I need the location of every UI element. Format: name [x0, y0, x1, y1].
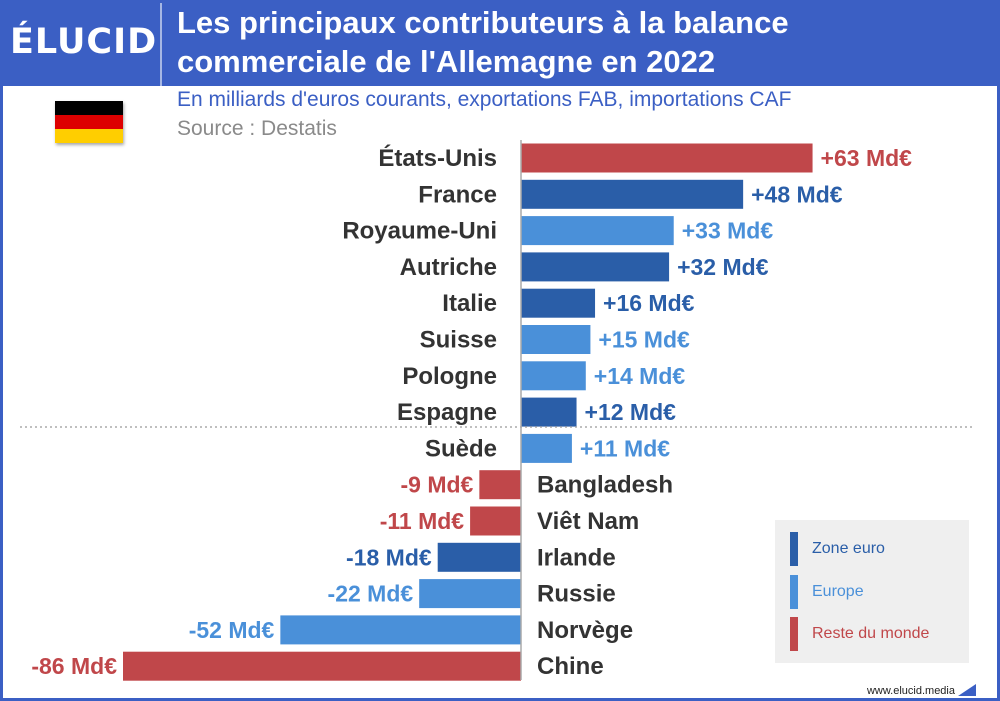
data-label: +33 Md€ — [682, 218, 774, 244]
category-label: Italie — [442, 290, 497, 317]
legend-label: Europe — [812, 583, 864, 600]
category-label: Pologne — [402, 363, 497, 390]
chart-subtitle: En milliards d'euros courants, exportati… — [177, 88, 792, 111]
category-label: Norvège — [537, 617, 633, 644]
bar — [521, 143, 813, 173]
category-label: Russie — [537, 581, 616, 608]
legend-swatch-europe — [790, 575, 798, 609]
bar — [521, 433, 572, 463]
data-label: +16 Md€ — [603, 290, 695, 316]
bar — [521, 179, 744, 209]
chart-source: Source : Destatis — [177, 117, 337, 140]
data-label: -9 Md€ — [401, 472, 474, 498]
logo-divider — [160, 0, 162, 86]
category-label: Suisse — [420, 327, 497, 354]
data-label: +11 Md€ — [580, 435, 670, 461]
data-label: -18 Md€ — [346, 544, 432, 570]
bar — [521, 216, 674, 246]
data-label: +15 Md€ — [598, 327, 690, 353]
bar — [521, 397, 577, 427]
category-label: Royaume-Uni — [342, 218, 497, 245]
category-label: Chine — [537, 653, 604, 680]
data-label: -11 Md€ — [380, 508, 465, 534]
bar — [521, 325, 591, 354]
legend-label: Reste du monde — [812, 625, 930, 642]
legend-swatch-zone-euro — [790, 532, 798, 566]
data-label: +32 Md€ — [677, 254, 769, 280]
bar — [479, 470, 521, 500]
bar — [280, 615, 521, 645]
title-line-2: commerciale de l'Allemagne en 2022 — [177, 44, 716, 79]
legend-swatch-reste-du-monde — [790, 617, 798, 651]
bar — [521, 252, 670, 282]
data-label: +48 Md€ — [751, 181, 843, 207]
category-label: Autriche — [400, 254, 497, 281]
data-label: +14 Md€ — [594, 363, 686, 389]
bar — [123, 651, 521, 681]
bar — [521, 361, 586, 391]
data-label: -52 Md€ — [189, 617, 275, 643]
germany-flag-icon — [55, 101, 123, 143]
chart-legend: Zone euro Europe Reste du monde — [775, 520, 969, 663]
category-label: France — [418, 181, 497, 208]
category-label: Irlande — [537, 544, 616, 571]
elucid-logo: ÉLUCID — [10, 22, 158, 62]
header-banner: ÉLUCID Les principaux contributeurs à la… — [0, 0, 1000, 86]
category-label: États-Unis — [378, 144, 497, 172]
data-label: -22 Md€ — [328, 581, 414, 607]
bar — [521, 288, 596, 318]
bar — [470, 506, 521, 536]
data-label: +12 Md€ — [585, 399, 677, 425]
title-line-1: Les principaux contributeurs à la balanc… — [177, 5, 789, 40]
category-label: Espagne — [397, 399, 497, 426]
bar — [419, 579, 521, 609]
data-label: +63 Md€ — [821, 145, 913, 171]
data-label: -86 Md€ — [31, 653, 117, 679]
chart-title: Les principaux contributeurs à la balanc… — [177, 3, 977, 81]
website-link[interactable]: www.elucid.media — [866, 685, 955, 697]
category-label: Viêt Nam — [537, 508, 639, 535]
legend-label: Zone euro — [812, 540, 885, 557]
category-label: Bangladesh — [537, 472, 673, 499]
category-label: Suède — [425, 435, 497, 462]
bar — [437, 542, 521, 572]
